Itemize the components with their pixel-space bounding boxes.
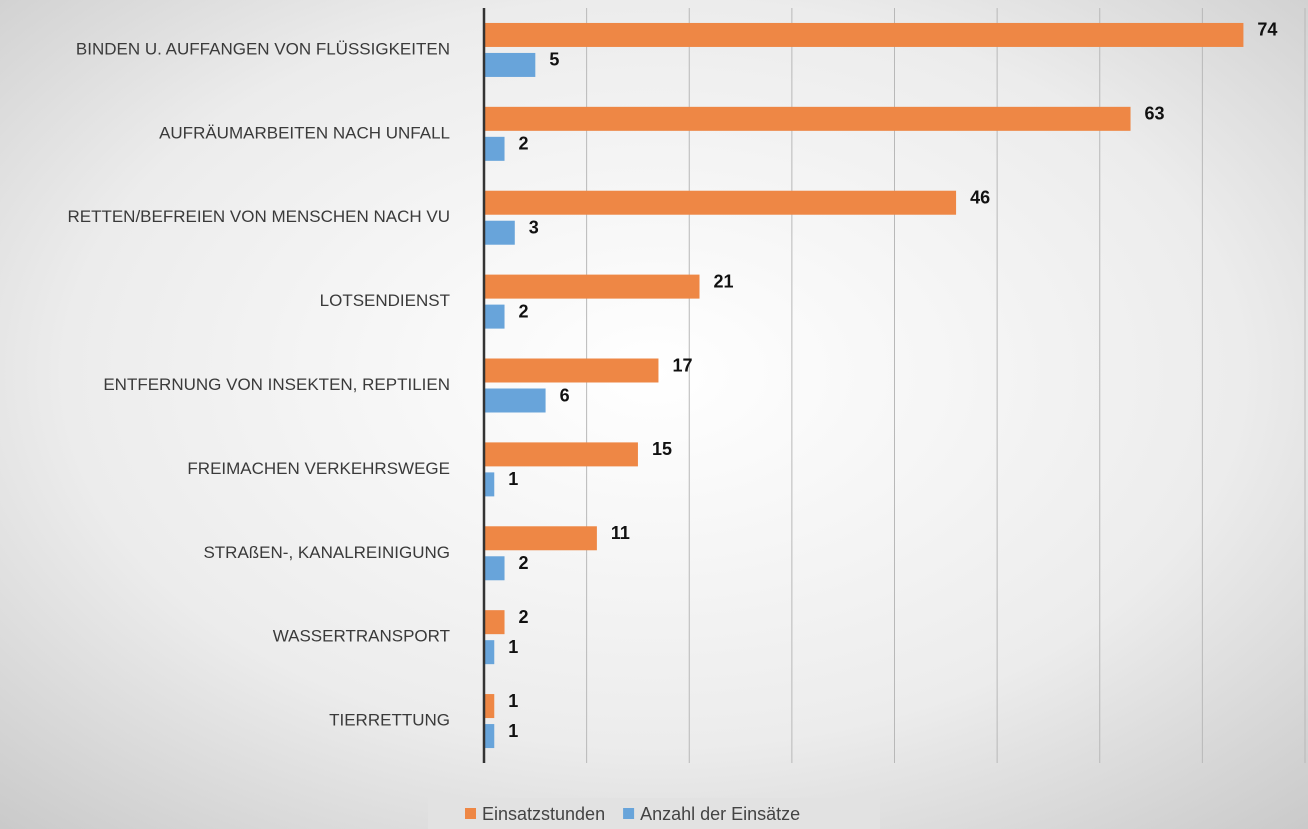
value-label: 74 xyxy=(1257,20,1277,40)
legend-box xyxy=(428,798,880,829)
legend-label: Einsatzstunden xyxy=(482,804,605,824)
value-label: 6 xyxy=(560,385,570,405)
bar xyxy=(484,526,597,551)
bar xyxy=(484,442,638,467)
value-label: 1 xyxy=(508,469,518,489)
category-label: FREIMACHEN VERKEHRSWEGE xyxy=(187,459,450,478)
bar xyxy=(484,388,546,413)
bar xyxy=(484,22,1244,47)
value-label: 1 xyxy=(508,691,518,711)
category-label: LOTSENDIENST xyxy=(320,291,450,310)
legend-label: Anzahl der Einsätze xyxy=(640,804,800,824)
category-label: AUFRÄUMARBEITEN NACH UNFALL xyxy=(159,123,450,142)
bar xyxy=(484,472,495,497)
value-label: 2 xyxy=(519,134,529,154)
bar xyxy=(484,136,505,161)
bar xyxy=(484,52,536,77)
bar xyxy=(484,640,495,665)
bar xyxy=(484,274,700,299)
bar xyxy=(484,106,1131,131)
value-label: 11 xyxy=(611,523,630,543)
value-label: 1 xyxy=(508,637,518,657)
legend-swatch xyxy=(465,808,476,819)
value-label: 3 xyxy=(529,217,539,237)
value-label: 21 xyxy=(714,271,734,291)
value-label: 63 xyxy=(1145,104,1165,124)
bar xyxy=(484,724,495,749)
bar xyxy=(484,610,505,635)
category-label: ENTFERNUNG VON INSEKTEN, REPTILIEN xyxy=(103,375,450,394)
value-label: 15 xyxy=(652,439,672,459)
value-label: 17 xyxy=(672,355,692,375)
category-label: RETTEN/BEFREIEN VON MENSCHEN NACH VU xyxy=(67,207,450,226)
category-label: STRAßEN-, KANALREINIGUNG xyxy=(203,543,450,562)
bar xyxy=(484,556,505,581)
category-label: WASSERTRANSPORT xyxy=(273,627,450,646)
value-label: 46 xyxy=(970,187,990,207)
bar xyxy=(484,220,515,245)
value-label: 1 xyxy=(508,721,518,741)
value-label: 2 xyxy=(519,553,529,573)
legend-swatch xyxy=(623,808,635,819)
value-label: 2 xyxy=(519,607,529,627)
value-label: 2 xyxy=(519,301,529,321)
bar xyxy=(484,694,495,719)
value-label: 5 xyxy=(549,50,559,70)
bar xyxy=(484,190,957,215)
category-label: TIERRETTUNG xyxy=(329,711,450,730)
bar xyxy=(484,304,505,329)
category-label: BINDEN U. AUFFANGEN VON FLÜSSIGKEITEN xyxy=(76,39,450,58)
bar xyxy=(484,358,659,383)
